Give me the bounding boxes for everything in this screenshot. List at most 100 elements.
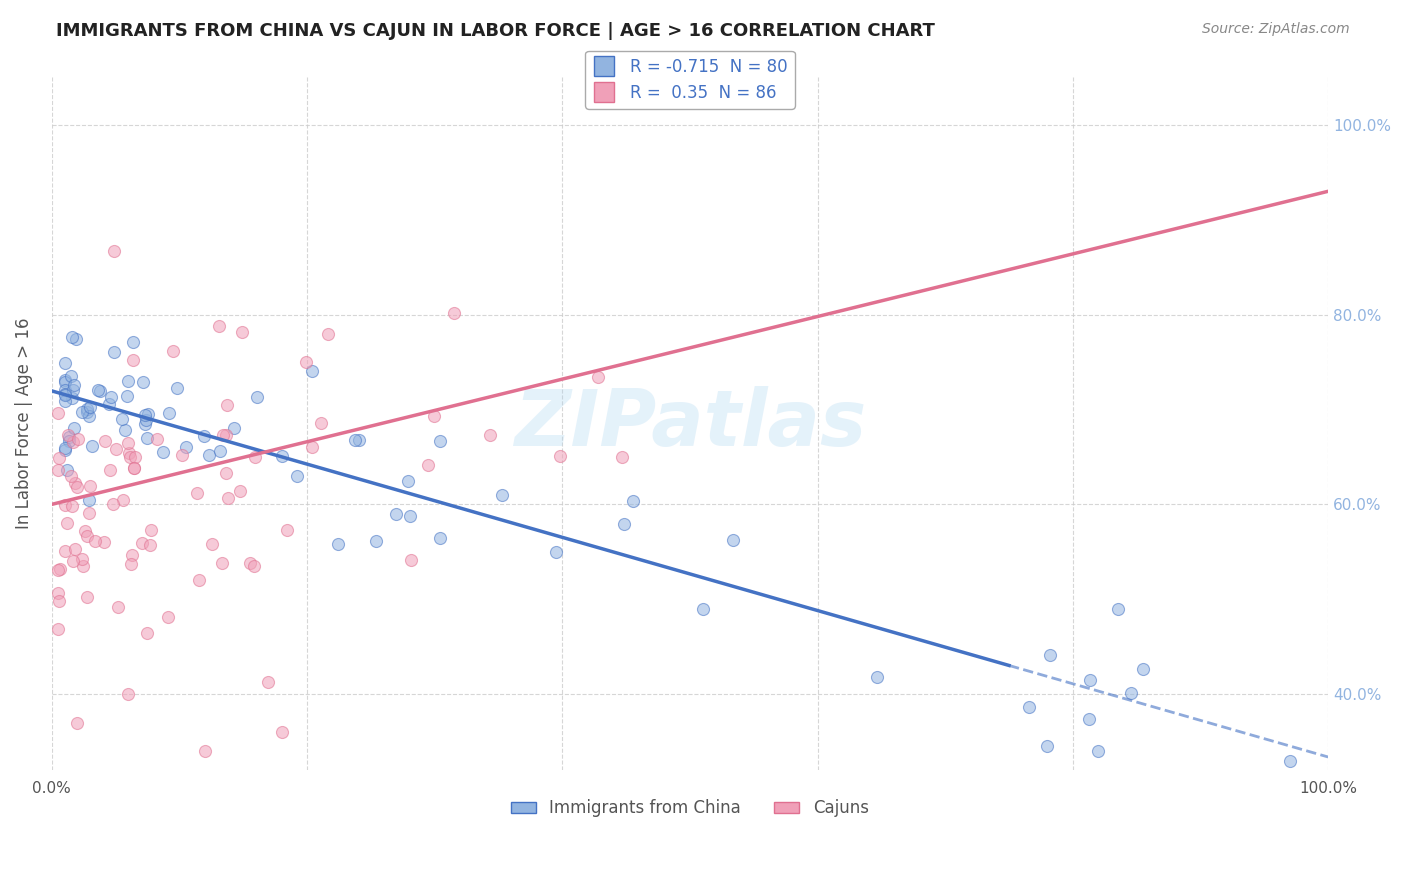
Point — [66, 480, 89, 494]
Point — [46, 406, 69, 420]
Point — [621, 494, 644, 508]
Point — [276, 523, 298, 537]
Point — [134, 408, 156, 422]
Point — [53, 394, 76, 409]
Point — [53, 388, 76, 402]
Point — [544, 545, 567, 559]
Point — [229, 483, 252, 498]
Point — [103, 244, 125, 259]
Point — [66, 715, 89, 730]
Point — [586, 369, 609, 384]
Point — [692, 602, 714, 616]
Point — [208, 319, 231, 334]
Point — [865, 670, 887, 684]
Point — [76, 401, 98, 416]
Point — [146, 433, 169, 447]
Point — [105, 442, 128, 456]
Point — [55, 516, 77, 531]
Point — [58, 434, 80, 448]
Point — [1039, 648, 1062, 662]
Point — [112, 493, 135, 508]
Point — [174, 440, 197, 454]
Point — [53, 499, 76, 513]
Point — [243, 450, 266, 465]
Y-axis label: In Labor Force | Age > 16: In Labor Force | Age > 16 — [15, 318, 32, 530]
Point — [152, 445, 174, 459]
Point — [301, 363, 323, 377]
Point — [46, 586, 69, 600]
Point — [62, 383, 84, 397]
Point — [117, 446, 139, 460]
Point — [76, 405, 98, 419]
Point — [72, 405, 94, 419]
Point — [65, 541, 87, 556]
Point — [115, 389, 138, 403]
Point — [135, 413, 157, 427]
Point — [121, 548, 143, 562]
Text: Source: ZipAtlas.com: Source: ZipAtlas.com — [1202, 22, 1350, 37]
Point — [53, 375, 76, 389]
Point — [107, 600, 129, 615]
Point — [62, 435, 84, 450]
Point — [77, 493, 100, 508]
Point — [53, 356, 76, 370]
Point — [215, 399, 238, 413]
Legend: Immigrants from China, Cajuns: Immigrants from China, Cajuns — [505, 793, 876, 824]
Point — [48, 450, 70, 465]
Point — [217, 491, 239, 506]
Point — [136, 431, 159, 445]
Point — [65, 332, 87, 346]
Point — [89, 384, 111, 399]
Point — [270, 450, 292, 464]
Point — [364, 533, 387, 548]
Point — [53, 387, 76, 401]
Point — [418, 458, 440, 473]
Point — [215, 466, 238, 480]
Point — [48, 594, 70, 608]
Point — [294, 354, 316, 368]
Point — [63, 476, 86, 491]
Point — [429, 531, 451, 545]
Point — [59, 369, 82, 384]
Point — [1279, 754, 1302, 768]
Point — [491, 488, 513, 502]
Point — [242, 558, 264, 573]
Point — [76, 529, 98, 543]
Point — [1107, 601, 1129, 615]
Point — [79, 401, 101, 415]
Point — [53, 384, 76, 398]
Point — [98, 463, 121, 477]
Point — [67, 432, 90, 446]
Point — [548, 450, 571, 464]
Point — [399, 552, 422, 566]
Point — [122, 461, 145, 475]
Point — [215, 427, 238, 442]
Point — [156, 610, 179, 624]
Point — [120, 558, 142, 572]
Point — [166, 381, 188, 395]
Point — [194, 744, 217, 758]
Point — [285, 468, 308, 483]
Point — [117, 687, 139, 701]
Point — [60, 469, 83, 483]
Point — [131, 536, 153, 550]
Point — [53, 373, 76, 387]
Point — [103, 345, 125, 359]
Point — [46, 563, 69, 577]
Point — [132, 375, 155, 389]
Point — [398, 509, 420, 524]
Point — [201, 537, 224, 551]
Point — [344, 433, 367, 447]
Point — [87, 383, 110, 397]
Point — [138, 407, 160, 421]
Point — [256, 675, 278, 690]
Point — [1132, 662, 1154, 676]
Point — [121, 353, 143, 368]
Point — [134, 417, 156, 431]
Point — [77, 506, 100, 520]
Point — [385, 508, 408, 522]
Point — [159, 405, 181, 419]
Point — [124, 450, 146, 464]
Point — [1036, 739, 1059, 754]
Point — [63, 420, 86, 434]
